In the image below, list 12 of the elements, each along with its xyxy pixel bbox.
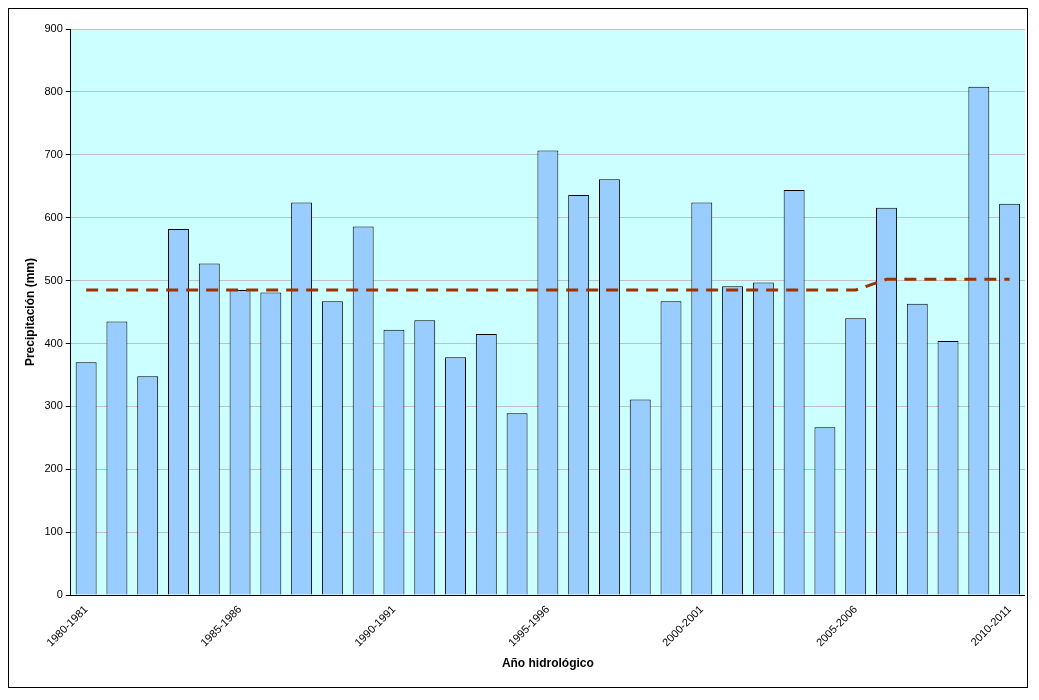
y-tick-label: 300: [44, 399, 63, 412]
y-tick-label: 800: [44, 84, 63, 97]
y-tick-label: 0: [56, 588, 63, 601]
y-tick-label: 700: [44, 147, 63, 160]
y-tick-label: 500: [44, 273, 63, 286]
y-axis-title: Precipitación (mm): [22, 258, 37, 367]
y-tick-label: 900: [44, 22, 63, 35]
y-tick-label: 600: [44, 210, 63, 223]
y-tick-label: 200: [44, 462, 63, 475]
y-tick-label: 100: [44, 525, 63, 538]
x-axis-title: Año hidrológico: [501, 656, 594, 671]
y-tick-label: 400: [44, 336, 63, 349]
